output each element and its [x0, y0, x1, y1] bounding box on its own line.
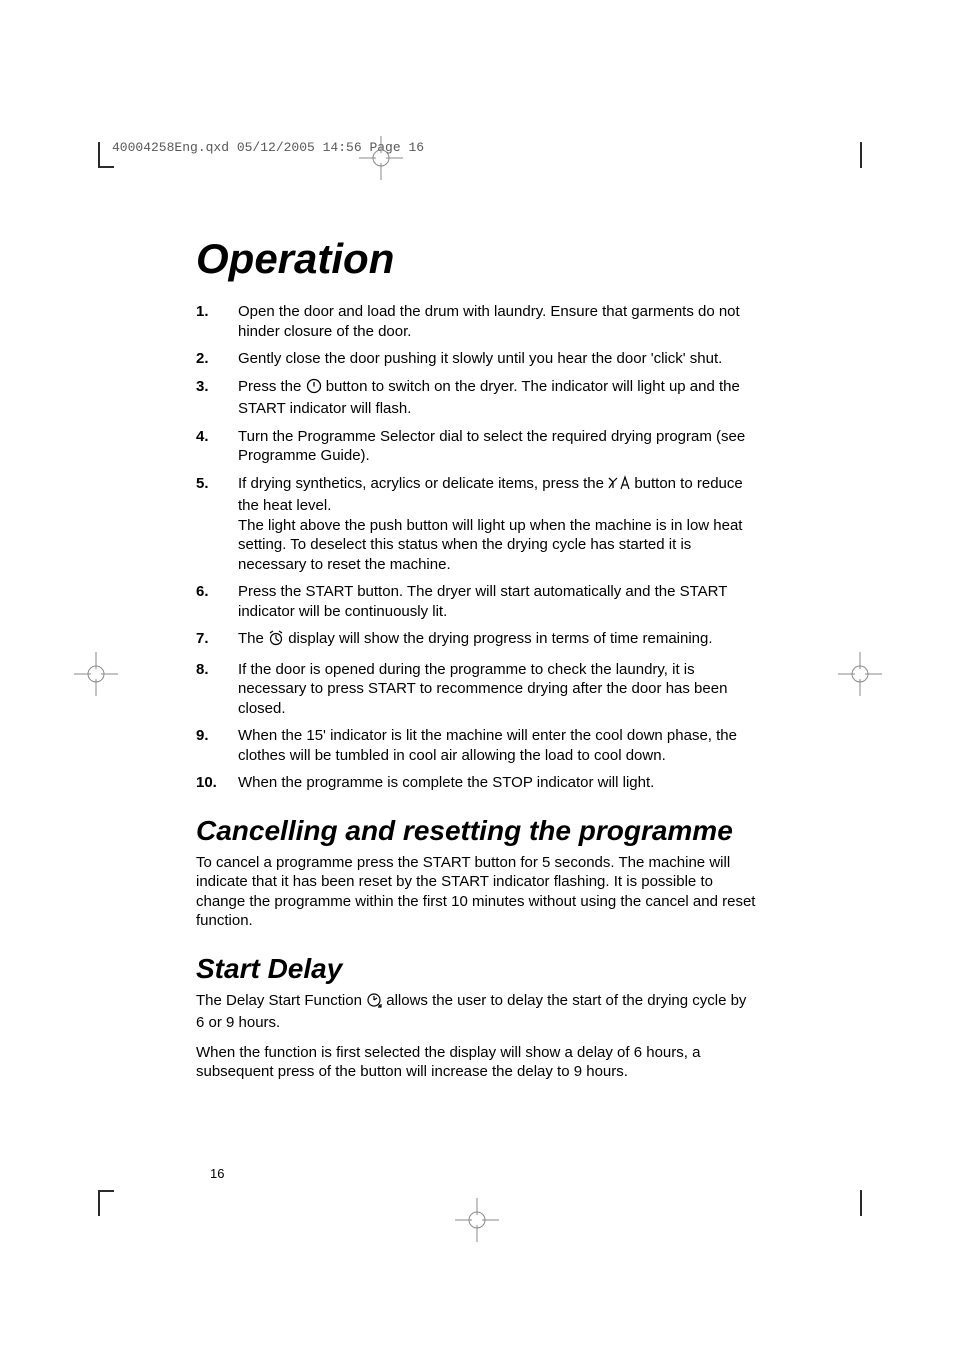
- step-10: 10. When the programme is complete the S…: [196, 773, 758, 793]
- step-text: Press the START button. The dryer will s…: [238, 582, 758, 621]
- text-fragment: display will show the drying progress in…: [288, 630, 712, 647]
- step-text: Gently close the door pushing it slowly …: [238, 349, 758, 369]
- bottom-crop-mark: [455, 1198, 499, 1242]
- text-fragment: The: [238, 630, 268, 647]
- step-text: When the programme is complete the STOP …: [238, 773, 758, 793]
- step-number: 5.: [196, 474, 238, 575]
- page-title: Operation: [196, 235, 394, 283]
- step-text: If drying synthetics, acrylics or delica…: [238, 474, 758, 575]
- delicate-icon: [608, 475, 630, 497]
- text-fragment: The light above the push button will lig…: [238, 517, 742, 573]
- step-number: 8.: [196, 660, 238, 719]
- step-number: 4.: [196, 427, 238, 466]
- step-number: 3.: [196, 377, 238, 419]
- section-heading-cancel: Cancelling and resetting the programme: [196, 815, 758, 847]
- text-fragment: If drying synthetics, acrylics or delica…: [238, 475, 608, 492]
- page-number: 16: [210, 1166, 224, 1181]
- document-page: 40004258Eng.qxd 05/12/2005 14:56 Page 16: [0, 0, 954, 1351]
- step-7: 7. The display will show the drying prog…: [196, 629, 758, 652]
- step-text: The display will show the drying progres…: [238, 629, 758, 652]
- left-crop-mark: [74, 652, 118, 696]
- cancel-body: To cancel a programme press the START bu…: [196, 853, 758, 931]
- top-crop-mark: [359, 136, 403, 180]
- step-9: 9. When the 15' indicator is lit the mac…: [196, 726, 758, 765]
- operation-steps: 1. Open the door and load the drum with …: [196, 302, 758, 793]
- step-3: 3. Press the button to switch on the dry…: [196, 377, 758, 419]
- step-number: 7.: [196, 629, 238, 652]
- step-text: If the door is opened during the program…: [238, 660, 758, 719]
- step-number: 1.: [196, 302, 238, 341]
- right-crop-mark: [838, 652, 882, 696]
- delay-clock-icon: [366, 992, 382, 1014]
- step-1: 1. Open the door and load the drum with …: [196, 302, 758, 341]
- step-8: 8. If the door is opened during the prog…: [196, 660, 758, 719]
- section-heading-delay: Start Delay: [196, 953, 758, 985]
- corner-bottom-left: [98, 1190, 124, 1216]
- delay-p2: When the function is first selected the …: [196, 1043, 758, 1082]
- step-2: 2. Gently close the door pushing it slow…: [196, 349, 758, 369]
- power-icon: [306, 378, 322, 400]
- corner-bottom-right: [836, 1190, 862, 1216]
- step-number: 9.: [196, 726, 238, 765]
- step-5: 5. If drying synthetics, acrylics or del…: [196, 474, 758, 575]
- corner-top-left: [98, 142, 124, 168]
- step-text: Press the button to switch on the dryer.…: [238, 377, 758, 419]
- step-4: 4. Turn the Programme Selector dial to s…: [196, 427, 758, 466]
- corner-top-right: [836, 142, 862, 168]
- step-number: 10.: [196, 773, 238, 793]
- step-text: Open the door and load the drum with lau…: [238, 302, 758, 341]
- progress-icon: [268, 630, 284, 652]
- content-block: 1. Open the door and load the drum with …: [196, 302, 758, 1092]
- step-text: Turn the Programme Selector dial to sele…: [238, 427, 758, 466]
- text-fragment: The Delay Start Function: [196, 992, 366, 1009]
- text-fragment: Press the: [238, 378, 306, 395]
- step-number: 2.: [196, 349, 238, 369]
- step-text: When the 15' indicator is lit the machin…: [238, 726, 758, 765]
- delay-p1: The Delay Start Function allows the user…: [196, 991, 758, 1033]
- step-number: 6.: [196, 582, 238, 621]
- step-6: 6. Press the START button. The dryer wil…: [196, 582, 758, 621]
